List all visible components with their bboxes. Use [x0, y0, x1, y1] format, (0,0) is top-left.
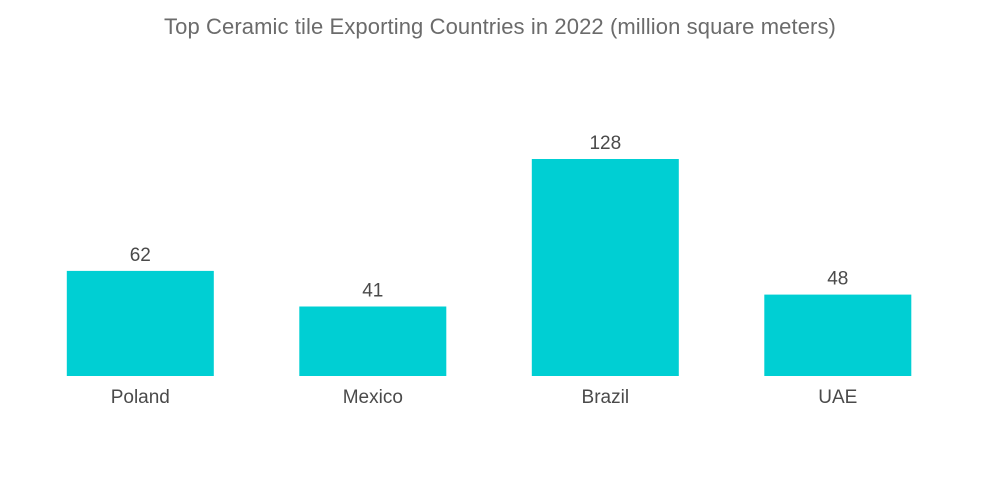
chart-title: Top Ceramic tile Exporting Countries in … — [164, 14, 836, 39]
value-label-mexico: 41 — [362, 281, 383, 302]
bar-brazil — [531, 159, 679, 376]
category-label-poland: Poland — [111, 387, 170, 408]
value-label-uae: 48 — [827, 269, 848, 290]
value-label-brazil: 128 — [589, 133, 621, 154]
category-label-mexico: Mexico — [343, 387, 403, 408]
bar-poland — [66, 270, 214, 376]
value-label-poland: 62 — [130, 245, 151, 266]
category-label-uae: UAE — [818, 387, 857, 408]
category-label-brazil: Brazil — [582, 387, 630, 408]
bar-uae — [764, 294, 912, 376]
bar-mexico — [299, 306, 447, 376]
